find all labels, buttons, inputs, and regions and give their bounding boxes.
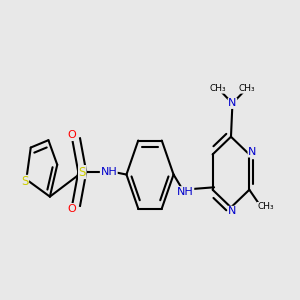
Text: CH₃: CH₃ <box>257 202 274 211</box>
Text: CH₃: CH₃ <box>238 84 255 93</box>
Text: NH: NH <box>177 187 194 197</box>
Text: O: O <box>68 204 76 214</box>
Text: CH₃: CH₃ <box>210 84 226 93</box>
Text: O: O <box>68 130 76 140</box>
Text: S: S <box>79 166 86 178</box>
Text: N: N <box>228 98 237 108</box>
Text: N: N <box>228 206 237 216</box>
Text: NH: NH <box>100 167 117 177</box>
Text: N: N <box>248 147 256 157</box>
Text: S: S <box>21 176 28 188</box>
